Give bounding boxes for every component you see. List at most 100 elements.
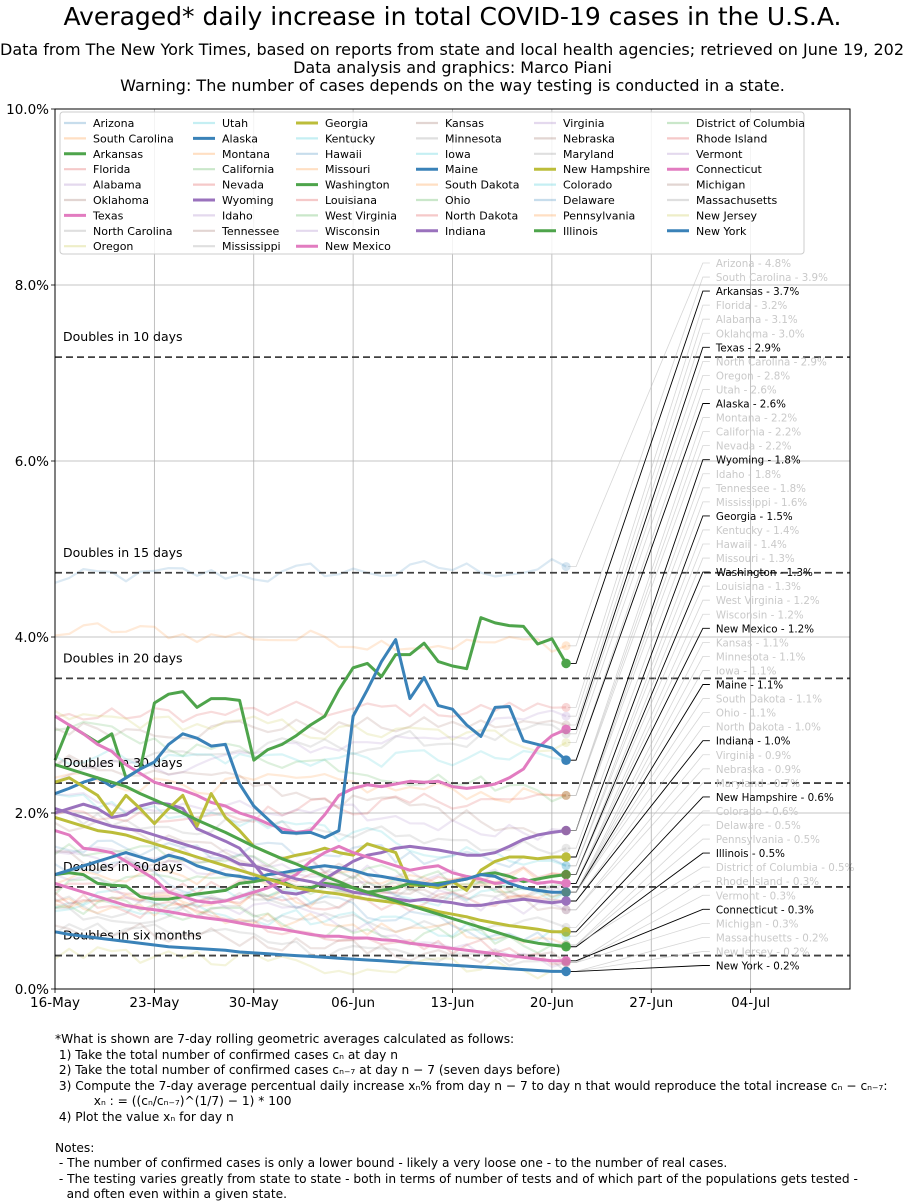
end-label-nevada: Nevada - 2.2% [716,441,792,453]
connector-new-mexico [568,627,710,884]
end-label-state: Rhode Island [716,876,783,888]
reference-lines: Doubles in 10 days Doubles in 15 days Doub… [55,329,850,957]
end-marker-hawaii [561,861,571,871]
end-marker-south-carolina [561,641,571,651]
legend-label-alaska: Alaska [222,132,258,145]
end-label-value: - 0.3% [762,918,799,930]
end-label-state: Wyoming [716,455,764,467]
end-marker-mississippi [561,843,571,853]
end-marker-ohio [561,887,571,897]
axis-ticks: 16-May 23-May 30-May 06-Jun 13-Jun 20-Jun 27-J… [6,102,770,1011]
end-label-oklahoma: Oklahoma - 3.0% [716,328,805,340]
end-label-state: Alabama [716,314,761,326]
end-label-idaho: Idaho - 1.8% [716,469,781,481]
end-label-indiana: Indiana - 1.0% [716,736,791,748]
legend-label-new-hampshire: New Hampshire [563,163,650,176]
end-marker-new-hampshire [561,927,571,937]
end-label-state: Connecticut [716,904,778,916]
end-label-value: - 1.1% [786,694,823,706]
end-marker-connecticut [561,956,571,966]
end-label-state: Delaware [716,820,765,832]
connector-arizona [568,262,710,567]
end-label-value: - 1.1% [740,708,777,720]
end-label-value: - 1.3% [776,567,813,579]
end-marker-arkansas [561,658,571,669]
end-label-value: - 0.3% [778,904,815,916]
end-label-value: - 1.6% [771,497,808,509]
footnote-line: - The testing varies greatly from state … [55,1171,858,1186]
series-line-florida [54,700,567,724]
x-tick-label: 30-May [229,995,279,1011]
legend-label-oregon: Oregon [93,240,133,253]
footnote-line: Notes: [55,1140,95,1155]
end-label-california: California - 2.2% [716,427,802,439]
legend-label-hawaii: Hawaii [325,148,362,161]
legend-label-maryland: Maryland [563,148,614,161]
legend-label-massachusetts: Massachusetts [696,194,778,207]
end-label-state: South Dakota [716,694,786,706]
legend-label-indiana: Indiana [445,225,486,238]
legend-label-district-of-columbia: District of Columbia [696,117,805,130]
end-label-value: - 1.0% [754,736,791,748]
legend-label-iowa: Iowa [445,148,471,161]
connector-ohio [568,712,710,893]
end-label-new-york: New York - 0.2% [716,961,800,973]
end-label-value: - 2.2% [761,413,798,425]
footnote-line: and often even within a given state. [55,1187,288,1201]
series-line-oklahoma [54,716,567,740]
end-label-value: - 1.4% [763,525,800,537]
legend-label-south-carolina: South Carolina [93,132,174,145]
chart-subtitle-source: Data from The New York Times, based on r… [0,40,905,59]
end-label-value: - 0.6% [797,792,834,804]
end-marker-wyoming [561,825,571,836]
end-label-virginia: Virginia - 0.9% [716,750,791,762]
connector-georgia [568,515,710,858]
series-line-delaware [54,859,567,947]
y-tick-label: 4.0% [15,630,49,646]
footnote-line [55,1125,887,1141]
end-label-state: Arkansas [716,286,763,298]
end-label-wisconsin: Wisconsin - 1.2% [716,609,804,621]
end-label-utah: Utah - 2.6% [716,384,777,396]
end-label-colorado: Colorado - 0.6% [716,806,799,818]
end-label-state: Mississippi [716,497,771,509]
end-label-value: - 2.9% [744,342,781,354]
legend-label-washington: Washington [325,179,390,192]
legend-label-mississippi: Mississippi [222,240,281,253]
end-marker-new-mexico [561,878,571,889]
series-line-alabama [54,709,567,783]
footnote-line: 1) Take the total number of confirmed ca… [55,1047,398,1062]
end-labels: Arizona - 4.8% South Carolina - 3.9% Arkan… [715,258,855,973]
end-label-state: Hawaii [716,539,751,551]
legend-label-ohio: Ohio [445,194,471,207]
end-label-wyoming: Wyoming - 1.8% [716,455,801,467]
end-label-state: Georgia [716,511,756,523]
legend: Arizona South Carolina Arkansas Florida Alab… [59,111,805,255]
end-label-district-of-columbia: District of Columbia - 0.5% [716,862,855,874]
end-marker-georgia [561,852,571,862]
end-label-state: North Dakota [716,722,785,734]
label-connectors [568,262,710,972]
end-marker-district-of-columbia [561,940,571,950]
endpoint-markers [561,562,571,977]
series-line-new-hampshire [54,815,567,934]
end-label-montana: Montana - 2.2% [716,413,798,425]
series-line-arizona [54,558,567,584]
legend-box [59,111,805,255]
end-label-state: California [716,427,765,439]
legend-label-kansas: Kansas [445,117,484,130]
end-label-state: Iowa [716,665,740,677]
end-label-state: New Jersey [716,946,773,958]
legend-label-alabama: Alabama [93,179,142,192]
chart-subtitle-credits: Data analysis and graphics: Marco Piani [293,58,612,77]
end-label-north-dakota: North Dakota - 1.0% [716,722,821,734]
end-label-value: - 0.9% [764,764,801,776]
connector-oklahoma [568,332,710,726]
legend-label-vermont: Vermont [696,148,743,161]
series-line-indiana [54,807,567,907]
connector-nevada [568,445,710,796]
end-label-value: - 1.1% [769,651,806,663]
end-marker-north-carolina [561,729,571,739]
end-label-state: Kansas [716,637,752,649]
